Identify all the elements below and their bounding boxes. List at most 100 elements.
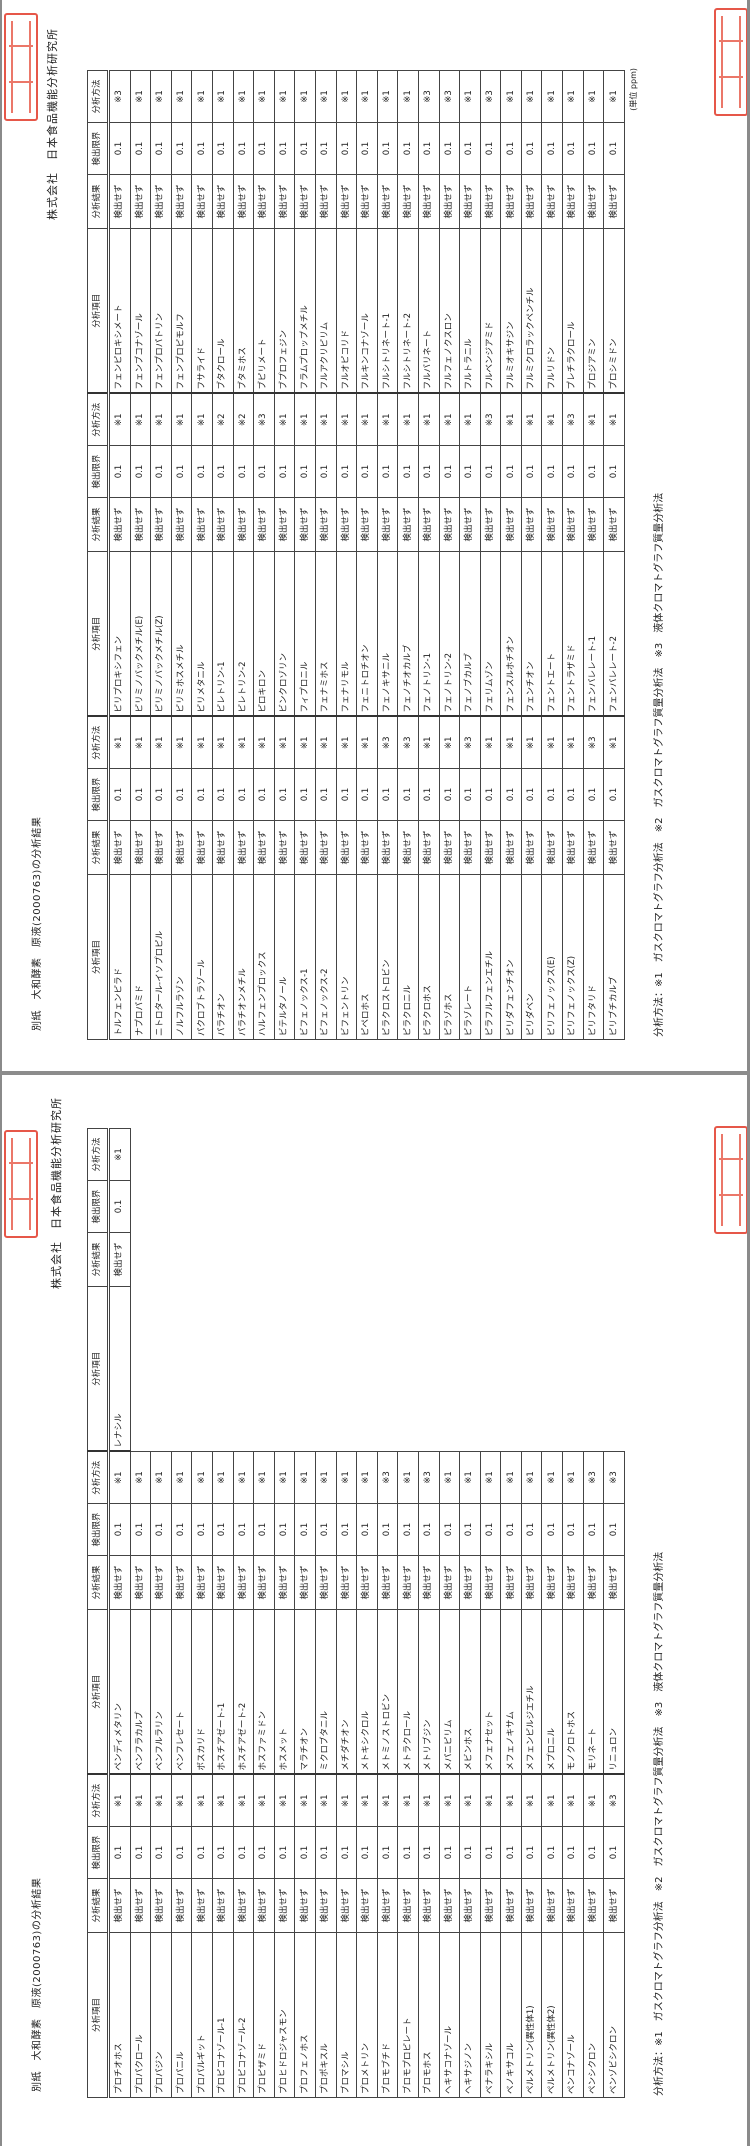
- method-cell: ※1: [418, 716, 439, 769]
- empty-cell: [439, 1286, 460, 1452]
- result-cell: 検出せず: [294, 497, 316, 552]
- table-row: パラチオン 検出せず 0.1 ※1 ピレトリン-1 検出せず 0.1 ※2 ブタクロール 検出せず…: [212, 70, 234, 1040]
- result-cell: 検出せず: [397, 1555, 419, 1610]
- detection-limit-cell: 0.1: [253, 122, 275, 175]
- result-cell: 検出せず: [315, 1878, 337, 1933]
- analyte-name: ブタクロール: [212, 228, 234, 394]
- result-cell: 検出せず: [480, 820, 501, 875]
- detection-limit-cell: 0.1: [191, 445, 213, 498]
- detection-limit-cell: 0.1: [171, 1826, 192, 1879]
- result-cell: 検出せず: [191, 174, 213, 229]
- analyte-name: フェノトリン-1: [418, 551, 439, 717]
- analyte-name: ホスチアゼート-2: [233, 1609, 254, 1775]
- detection-limit-cell: 0.1: [500, 1826, 522, 1879]
- method-cell: ※1: [212, 1451, 234, 1504]
- empty-cell: [233, 1286, 254, 1452]
- analyte-name: フルアクリピリム: [315, 228, 337, 394]
- table-row: ベンゾビシクロン 検出せず 0.1 ※3 リニュロン 検出せず 0.1 ※3: [603, 1129, 625, 2098]
- method-cell: ※1: [130, 716, 151, 769]
- seal-stamp: [4, 13, 38, 121]
- analyte-name: ホスチアゼート-1: [212, 1609, 234, 1775]
- analyte-name: プロチオホス: [108, 1932, 131, 2098]
- empty-cell: [398, 1181, 419, 1233]
- result-cell: 検出せず: [377, 820, 398, 875]
- table-row: プロヒドロジャスモン 検出せず 0.1 ※1 ホスメット 検出せず 0.1 ※1: [274, 1129, 295, 2098]
- analyte-name: ビテルタノール: [274, 874, 295, 1040]
- analyte-name: フルバリネート: [418, 228, 439, 394]
- method-cell: ※1: [191, 393, 213, 446]
- detection-limit-cell: 0.1: [191, 768, 213, 821]
- method-cell: ※1: [541, 1774, 563, 1827]
- detection-limit-cell: 0.1: [233, 1826, 254, 1879]
- analyte-name: ビフェノックス-1: [294, 874, 316, 1040]
- method-cell: ※1: [315, 1451, 337, 1504]
- detection-limit-cell: 0.1: [274, 122, 295, 175]
- detection-limit-cell: 0.1: [439, 445, 460, 498]
- detection-limit-cell: 0.1: [500, 445, 522, 498]
- empty-cell: [460, 1181, 481, 1233]
- detection-limit-cell: 0.1: [439, 1503, 460, 1556]
- result-cell: 検出せず: [315, 1555, 337, 1610]
- analyte-name: ホスファミドン: [253, 1609, 275, 1775]
- method-cell: ※1: [315, 70, 337, 123]
- detection-limit-cell: 0.1: [377, 122, 398, 175]
- detection-limit-cell: 0.1: [294, 768, 316, 821]
- column-header-limit: 検出限界: [87, 1503, 109, 1556]
- empty-cell: [356, 1286, 378, 1452]
- result-cell: 検出せず: [603, 497, 625, 552]
- detection-limit-cell: 0.1: [521, 122, 542, 175]
- method-cell: ※1: [294, 1774, 316, 1827]
- table-row: プロパルギット 検出せず 0.1 ※1 ボスカリド 検出せず 0.1 ※1: [191, 1129, 213, 2098]
- empty-cell: [460, 1129, 481, 1181]
- result-cell: 検出せず: [397, 174, 419, 229]
- empty-cell: [480, 1181, 501, 1233]
- result-cell: 検出せず: [439, 1555, 460, 1610]
- analyte-name: ブロモホス: [418, 1932, 439, 2098]
- analyte-name: トルフェンピラド: [108, 874, 131, 1040]
- table-row: プロパクロール 検出せず 0.1 ※1 ベンフラカルブ 検出せず 0.1 ※1: [130, 1128, 151, 2098]
- empty-cell: [212, 1181, 233, 1233]
- empty-cell: [501, 1181, 522, 1233]
- column-header-limit: 検出限界: [87, 768, 109, 821]
- table-row: ピラゾレート 検出せず 0.1 ※3 フェノブカルブ 検出せず 0.1 ※1 フルトラニル 検出せ…: [459, 70, 481, 1040]
- detection-limit-cell: 0.1: [603, 122, 625, 175]
- analyte-name: フェナミホス: [315, 551, 337, 717]
- result-cell: 検出せず: [212, 1555, 234, 1610]
- method-cell: ※1: [336, 716, 357, 769]
- analyte-name: フサライド: [191, 228, 213, 394]
- empty-cell: [398, 1129, 419, 1181]
- result-cell: 検出せず: [377, 1878, 398, 1933]
- detection-limit-cell: 0.1: [233, 445, 254, 498]
- empty-cell: [294, 1286, 316, 1452]
- method-cell: ※1: [397, 1451, 419, 1504]
- table-row: ビフェノックス-2 検出せず 0.1 ※1 フェナミホス 検出せず 0.1 ※1 フルアクリピリ…: [315, 70, 337, 1040]
- method-cell: ※1: [171, 716, 192, 769]
- result-cell: 検出せず: [418, 1878, 439, 1933]
- method-cell: ※1: [439, 1774, 460, 1827]
- result-cell: 検出せず: [253, 820, 275, 875]
- result-cell: 検出せず: [356, 497, 378, 552]
- analyte-name: フェニトロチオン: [356, 551, 378, 717]
- method-cell: ※1: [294, 1451, 316, 1504]
- unit-label: (単位 ppm): [629, 68, 638, 111]
- result-cell: 検出せず: [521, 1878, 542, 1933]
- analyte-name: プロパジン: [150, 1932, 172, 2098]
- table-row: ビテルタノール 検出せず 0.1 ※1 ビンクロゾリン 検出せず 0.1 ※1 ブプロフェジン検…: [274, 70, 295, 1040]
- result-cell: 検出せず: [171, 174, 192, 229]
- result-cell: 検出せず: [583, 497, 604, 552]
- result-cell: 検出せず: [130, 497, 151, 552]
- detection-limit-cell: 0.1: [480, 122, 501, 175]
- analyte-name: プロヒドロジャスモン: [274, 1932, 295, 2098]
- analyte-name: メビンホス: [459, 1609, 481, 1775]
- detection-limit-cell: 0.1: [108, 1826, 131, 1879]
- method-cell: ※1: [336, 1451, 357, 1504]
- empty-cell: [315, 1286, 337, 1452]
- empty-cell: [212, 1286, 234, 1452]
- analyte-name: フラムプロップメチル: [294, 228, 316, 394]
- table-row: ペンシクロン 検出せず 0.1 ※1 モリネート 検出せず 0.1 ※3: [583, 1129, 604, 2098]
- result-cell: 検出せず: [418, 820, 439, 875]
- method-cell: ※1: [562, 1774, 584, 1827]
- method-cell: ※1: [439, 1451, 460, 1504]
- method-cell: ※1: [274, 1774, 295, 1827]
- method-cell: ※1: [397, 70, 419, 123]
